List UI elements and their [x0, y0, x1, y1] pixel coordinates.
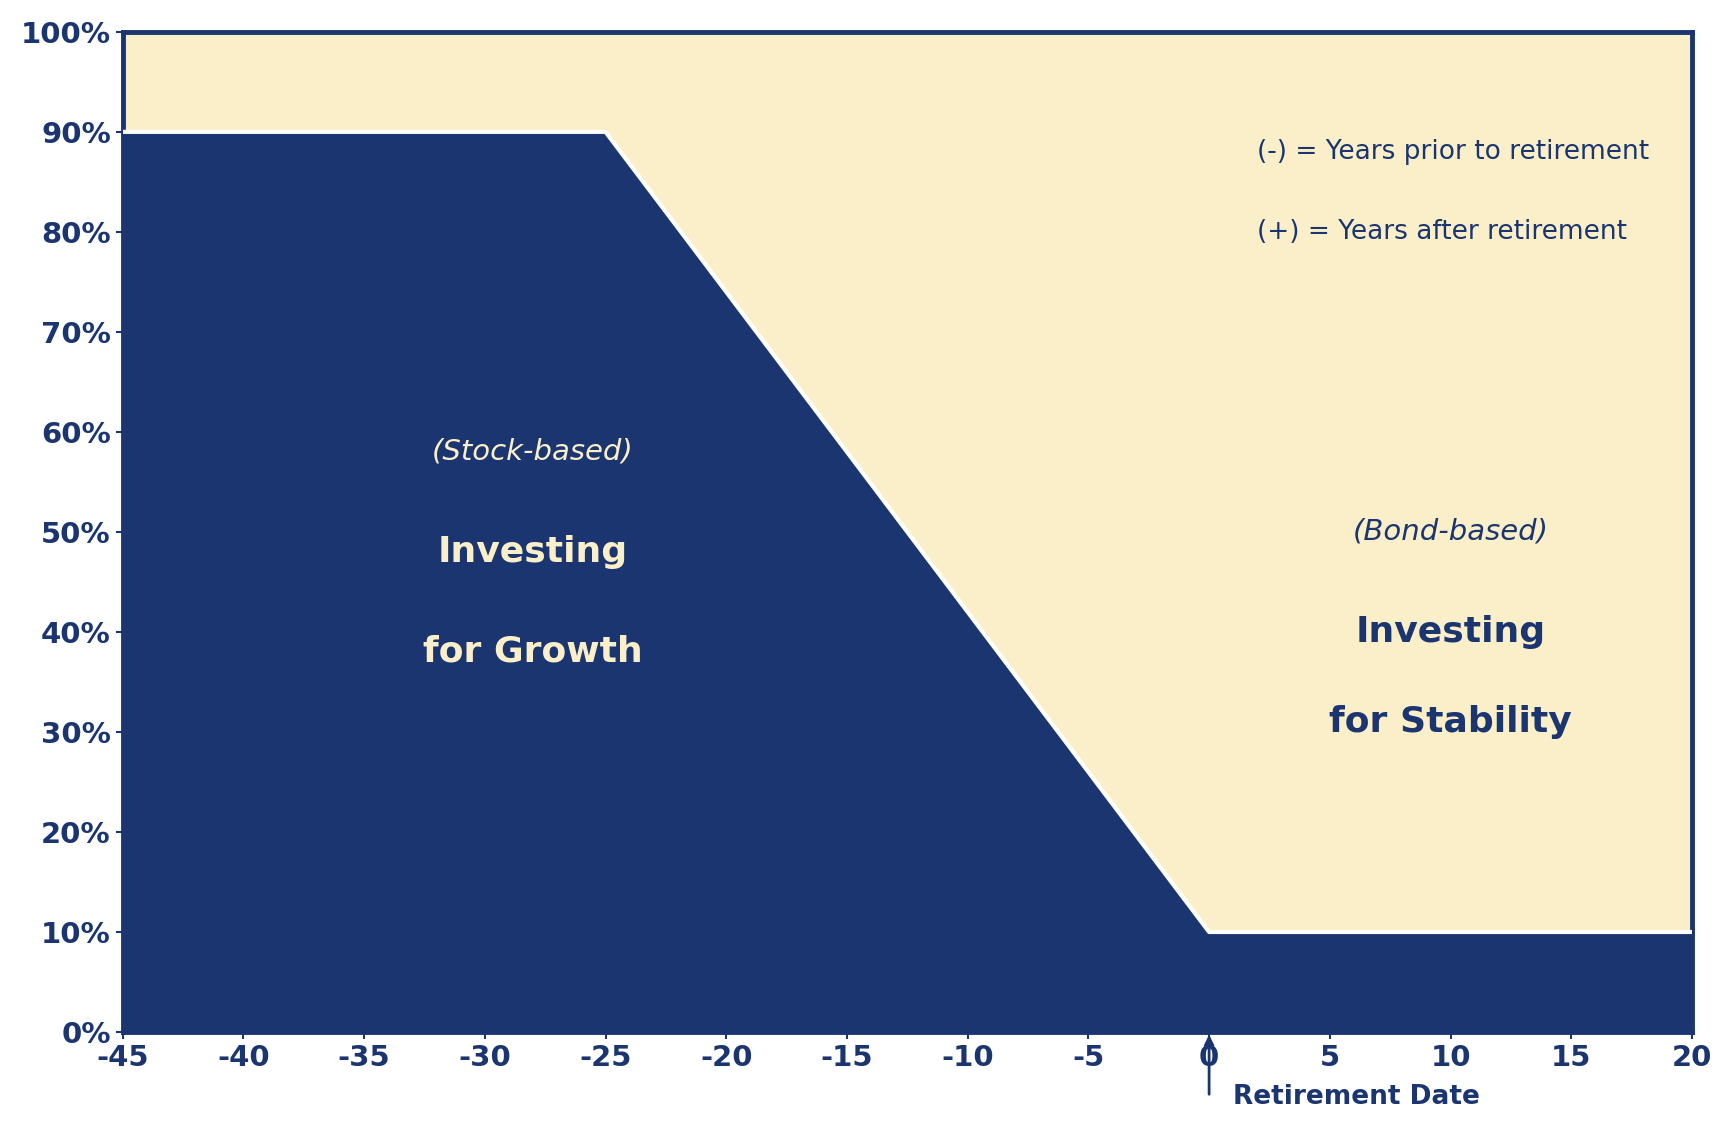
Text: for Growth: for Growth [423, 635, 643, 669]
Text: Investing: Investing [1354, 615, 1545, 649]
Text: (-) = Years prior to retirement: (-) = Years prior to retirement [1257, 139, 1649, 165]
Text: (+) = Years after retirement: (+) = Years after retirement [1257, 219, 1626, 245]
Text: Investing: Investing [438, 535, 627, 569]
Text: (Bond-based): (Bond-based) [1351, 518, 1548, 546]
Text: (Stock-based): (Stock-based) [431, 438, 634, 466]
Polygon shape [123, 132, 1690, 1032]
Text: for Stability: for Stability [1328, 705, 1571, 739]
Text: Retirement Date: Retirement Date [1233, 1084, 1479, 1110]
